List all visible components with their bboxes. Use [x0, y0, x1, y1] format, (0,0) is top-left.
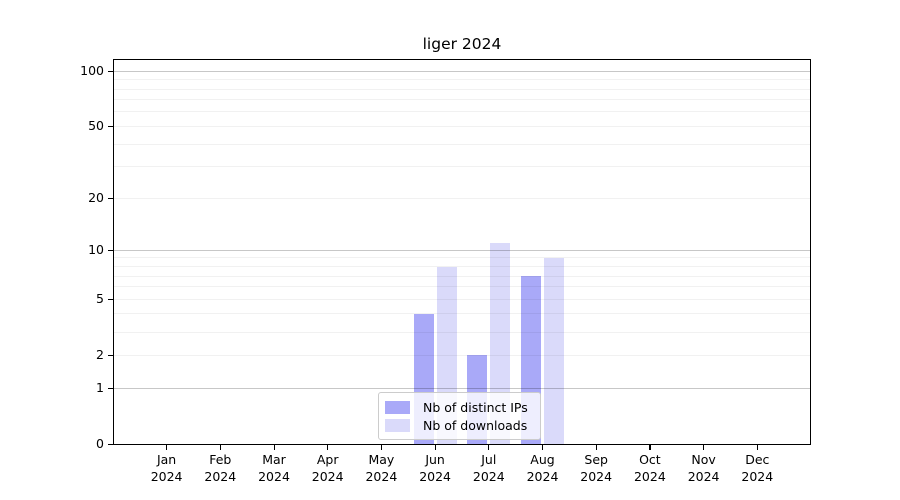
gridline-minor [114, 298, 810, 300]
x-tick-mark [542, 445, 544, 450]
legend-item-downloads: Nb of downloads [385, 416, 533, 434]
legend-label-distinct-ips: Nb of distinct IPs [423, 399, 528, 415]
x-tick-label: Feb 2024 [204, 452, 237, 484]
x-tick-label: Aug 2024 [526, 452, 559, 484]
gridline-minor [114, 257, 810, 259]
gridline-minor [114, 266, 810, 267]
gridline-minor [114, 313, 810, 315]
plot-area [113, 59, 811, 445]
x-tick-mark [166, 445, 168, 450]
gridline-minor [114, 354, 810, 356]
x-tick-mark [595, 445, 597, 450]
x-tick-label: Jul 2024 [472, 452, 505, 484]
y-tick-mark [108, 70, 113, 72]
x-tick-label: Jun 2024 [419, 452, 451, 484]
gridline-minor [114, 88, 810, 90]
y-tick-label: 0 [96, 436, 104, 451]
gridline-minor [114, 275, 810, 277]
legend-label-downloads: Nb of downloads [423, 417, 528, 433]
legend-swatch-distinct-ips-icon [385, 400, 410, 414]
x-tick-mark [488, 445, 490, 450]
x-tick-mark [273, 445, 275, 450]
chart-title: liger 2024 [422, 35, 502, 53]
x-tick-mark [219, 445, 221, 450]
x-tick-label: Jan 2024 [150, 452, 183, 484]
gridline-minor [114, 111, 810, 113]
y-tick-mark [108, 298, 113, 300]
y-tick-label: 5 [96, 291, 104, 307]
bar-downloads [544, 257, 564, 444]
x-tick-label: May 2024 [365, 452, 398, 484]
gridline-minor [114, 286, 810, 288]
y-tick-label: 50 [88, 118, 104, 134]
gridline-minor [114, 197, 810, 199]
gridline-minor [114, 125, 810, 127]
gridline-major [114, 249, 810, 251]
x-tick-label: Dec 2024 [741, 452, 774, 484]
x-tick-label: Oct 2024 [633, 452, 666, 484]
x-tick-mark [380, 445, 383, 450]
gridline-minor [114, 166, 810, 168]
x-tick-label: Sep 2024 [580, 452, 613, 484]
gridline-minor [114, 79, 810, 81]
y-tick-mark [108, 387, 113, 389]
legend: Nb of distinct IPs Nb of downloads [378, 392, 541, 440]
y-tick-mark [108, 443, 113, 445]
gridline-minor [114, 331, 810, 333]
x-tick-label: Nov 2024 [687, 452, 720, 484]
x-tick-mark [703, 445, 705, 450]
gridline-major [114, 70, 810, 72]
legend-item-distinct-ips: Nb of distinct IPs [385, 398, 533, 416]
y-tick-mark [108, 249, 113, 251]
y-tick-label: 10 [88, 242, 104, 258]
x-tick-mark [756, 445, 758, 450]
x-tick-mark [649, 445, 651, 450]
y-tick-label: 100 [80, 63, 104, 79]
y-tick-label: 1 [96, 380, 104, 395]
gridline-minor [114, 143, 810, 145]
y-tick-label: 2 [96, 347, 104, 363]
y-tick-mark [108, 197, 113, 199]
gridline-major [114, 387, 810, 389]
y-tick-mark [108, 354, 113, 356]
legend-swatch-downloads-icon [385, 418, 410, 432]
x-tick-mark [327, 445, 329, 450]
gridline-minor [114, 99, 810, 101]
x-tick-label: Mar 2024 [258, 452, 290, 484]
x-tick-mark [434, 445, 436, 450]
x-tick-label: Apr 2024 [311, 452, 344, 484]
y-tick-mark [108, 125, 113, 128]
y-tick-label: 20 [88, 190, 104, 206]
